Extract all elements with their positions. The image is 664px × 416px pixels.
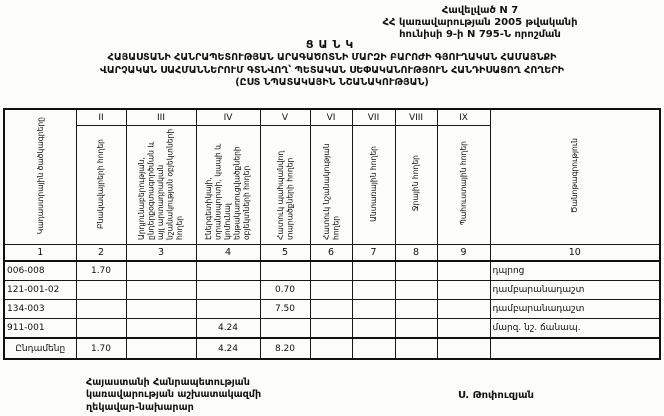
footer-line-1: Հայաստանի Հանրապետության [86, 377, 250, 388]
header-water-lands: Ջրային հողեր [394, 125, 438, 245]
roman-vi: VI [309, 108, 353, 126]
colnum-6: 6 [309, 244, 353, 262]
roman-ix: IX [436, 108, 491, 126]
table-row: 134-003 7.50 դամբարանադաշտ [3, 299, 661, 319]
list-heading: ՑԱՆԿ [305, 38, 359, 51]
document-title: ՀԱՅԱՍՏԱՆԻ ՀԱՆՐԱՊԵՏՈՒԹՅԱՆ ԱՐԱԳԱԾՈՏՆԻ ՄԱՐԶ… [0, 52, 664, 90]
total-row: Ընդամենը 1.70 4.24 8.20 [3, 337, 661, 360]
header-cadastral-code-label: Կադաստրային ծածկագրերը [35, 116, 45, 235]
roman-iii: III [125, 108, 197, 126]
annex-decision-line: հունիսի 9-ի N 795-Ն որոշման [399, 29, 561, 41]
title-line-2: ՎԱՐՉԱԿԱՆ ՍԱՀՄԱՆՆԵՐՈՒՄ ԳՏՆՎՈՂ՝ ՊԵՏԱԿԱՆ ՍԵ… [100, 64, 564, 76]
total-energy-transport: 4.24 [195, 337, 261, 360]
roman-numeral-row: Կադաստրային ծածկագրերը II III IV V VI VI… [3, 108, 661, 245]
title-line-1: ՀԱՅԱՍՏԱՆԻ ՀԱՆՐԱՊԵՏՈՒԹՅԱՆ ԱՐԱԳԱԾՈՏՆԻ ՄԱՐԶ… [107, 52, 557, 63]
colnum-5: 5 [259, 244, 311, 262]
cell-note: մարզ. նշ. ճանապ. [489, 318, 661, 339]
cell-note: դամբարանադաշտ [489, 299, 661, 319]
colnum-3: 3 [125, 244, 197, 262]
total-protected: 8.20 [259, 337, 311, 360]
roman-v: V [259, 108, 311, 126]
header-forest-lands: Անտառային հողեր [351, 125, 396, 245]
colnum-10: 10 [489, 244, 661, 262]
total-label: Ընդամենը [3, 337, 77, 360]
land-list-table: Կադաստրային ծածկագրերը II III IV V VI VI… [3, 108, 661, 360]
cell-code: 134-003 [3, 299, 77, 319]
cell-note: դպրոց [489, 260, 661, 281]
header-note: Ծանոթագրություն [489, 108, 661, 245]
roman-vii: VII [351, 108, 396, 126]
footer-line-2: կառավարության աշխատակազմի [86, 389, 262, 401]
header-industrial-lands: Արդյունաբերության, ընդերքօգտագործման և ա… [125, 125, 197, 245]
header-reserve-lands: Պահուստային հողեր [436, 125, 491, 245]
table-row: 911-001 4.24 մարզ. նշ. ճանապ. [3, 318, 661, 339]
annex-reference-block: Հավելված N 7 ՀՀ կառավարության 2005 թվակա… [310, 5, 650, 42]
footer-line-3: ղեկավար-նախարար [86, 401, 194, 413]
cell-protected: 0.70 [259, 280, 311, 300]
header-settlement-lands: Բնակավայրերի հողեր [75, 125, 127, 245]
cell-code: 121-001-02 [3, 280, 77, 300]
roman-viii: VIII [394, 108, 438, 126]
category-header-row: Բնակավայրերի հողեր Արդյունաբերության, ըն… [4, 125, 660, 245]
cell-code: 911-001 [3, 318, 77, 339]
cell-settlement: 1.70 [75, 260, 127, 281]
colnum-7: 7 [351, 244, 396, 262]
table-row: 121-001-02 0.70 դամբարանադաշտ [3, 280, 661, 300]
header-protected-territories-lands: Հատուկ պահպանվող տարածքների հողեր [259, 125, 311, 245]
header-special-purpose-lands: Հատուկ նշանակության հողեր [309, 125, 353, 245]
cell-code: 006-008 [3, 260, 77, 281]
colnum-8: 8 [394, 244, 438, 262]
roman-iv: IV [195, 108, 261, 126]
colnum-9: 9 [436, 244, 491, 262]
annex-gov-line: ՀՀ կառավարության 2005 թվականի [382, 17, 578, 29]
title-line-3: (ԸՍՏ ՆՊԱՏԱԿԱՅԻՆ ՆՇԱՆԱԿՈՒԹՅԱՆ) [235, 77, 429, 89]
colnum-4: 4 [195, 244, 261, 262]
roman-ii: II [75, 108, 127, 126]
header-cadastral-code: Կադաստրային ծածկագրերը [3, 108, 77, 245]
signatory-title-block: Հայաստանի Հանրապետության կառավարության ա… [86, 377, 261, 414]
cell-note: դամբարանադաշտ [489, 280, 661, 300]
header-energy-transport-lands: Էներգետիկայի, տրանսպորտի, կապի և կոմունա… [195, 125, 261, 245]
colnum-2: 2 [75, 244, 127, 262]
cell-energy-transport: 4.24 [195, 318, 261, 339]
colnum-1: 1 [3, 244, 77, 262]
column-number-row: 1 2 3 4 5 6 7 8 9 10 [3, 244, 661, 262]
cell-protected: 7.50 [259, 299, 311, 319]
annex-number: Հավելված N 7 [441, 5, 519, 16]
total-settlement: 1.70 [75, 337, 127, 360]
table-row: 006-008 1.70 դպրոց [3, 260, 661, 281]
signatory-name: Ս. Թոփուզյան [458, 390, 534, 401]
header-note-label: Ծանոթագրություն [570, 137, 579, 214]
